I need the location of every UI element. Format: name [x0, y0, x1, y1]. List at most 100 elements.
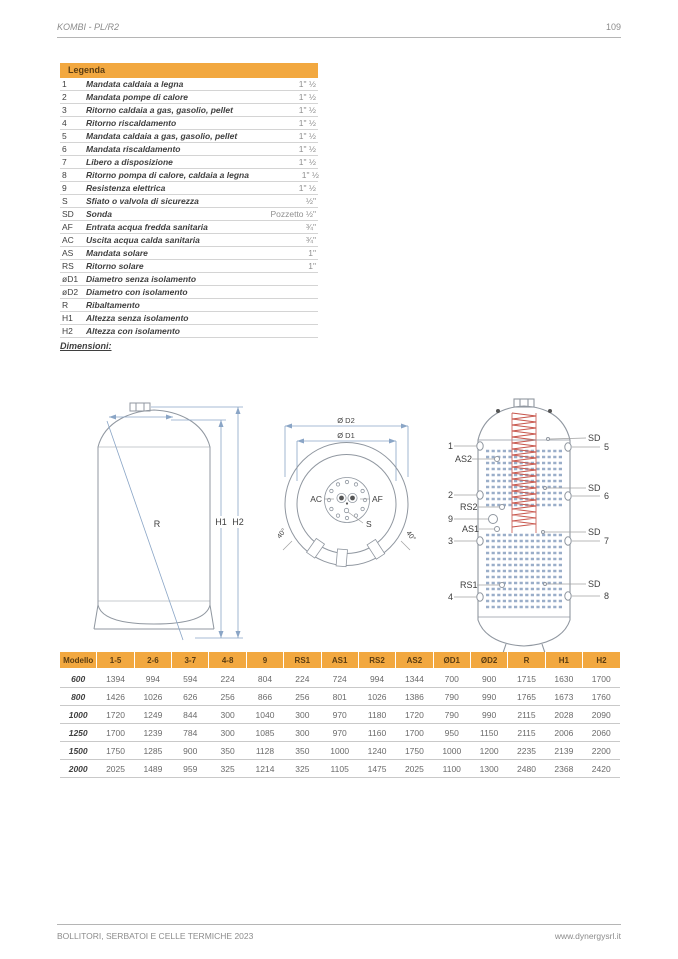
legend-description: Mandata solare — [86, 248, 148, 258]
legend-row: 5 Mandata caldaia a gas, gasolio, pellet… — [60, 130, 318, 143]
spec-value-cell: 804 — [246, 669, 284, 688]
footer-divider — [57, 924, 621, 925]
d1-label: Ø D1 — [337, 431, 355, 440]
spec-model-cell: 600 — [59, 669, 97, 688]
page-footer: BOLLITORI, SERBATOI E CELLE TERMICHE 202… — [57, 931, 621, 941]
legend-size-value: 1" ½ — [298, 131, 316, 141]
spec-table: Modello 1-5 2-6 3-7 4-8 9 RS1 AS1 — [58, 652, 620, 778]
spec-value-cell: 300 — [208, 705, 247, 724]
spec-value-cell: 1300 — [470, 759, 508, 778]
page-header: KOMBI - PL/R2 109 — [57, 22, 621, 32]
ac-label: AC — [310, 494, 322, 504]
spec-value-cell: 224 — [283, 669, 322, 688]
spec-model-cell: 2000 — [59, 759, 97, 778]
legend-code: AF — [62, 222, 73, 232]
legend-row: AC Uscita acqua calda sanitaria ¾" — [60, 234, 318, 247]
spec-header-cell: 3-7 — [171, 652, 209, 670]
angle-left-label: 40° — [278, 527, 288, 540]
legend-row: 3 Ritorno caldaia a gas, gasolio, pellet… — [60, 104, 318, 117]
legend-size-value: ¾" — [305, 222, 316, 232]
legend-code: H2 — [62, 326, 73, 336]
legend-code: øD2 — [62, 287, 79, 297]
spec-row: 1250 1700 1239 784 300 1085 300 — [59, 723, 620, 742]
legend-code: 1 — [62, 79, 67, 89]
spec-value-cell: 784 — [171, 723, 209, 742]
spec-header-cell: RS2 — [357, 652, 396, 670]
legend-description: Ritorno caldaia a gas, gasolio, pellet — [86, 105, 233, 115]
spec-model-cell: 1250 — [59, 723, 97, 742]
spec-value-cell: 1150 — [470, 723, 508, 742]
legend-description: Libero a disposizione — [86, 157, 173, 167]
legend-size-value: 1" ½ — [298, 118, 316, 128]
legend-row: H2 Altezza con isolamento — [60, 325, 318, 338]
spec-header-cell: 4-8 — [208, 652, 247, 670]
footer-website-link[interactable]: www.dynergysrl.it — [554, 931, 621, 941]
tank-outline — [97, 409, 211, 605]
legend-row: 8 Ritorno pompa di calore, caldaia a leg… — [60, 169, 319, 182]
spec-value-cell: 1700 — [395, 723, 434, 742]
legend-code: 7 — [62, 157, 67, 167]
spec-value-cell: 1285 — [134, 741, 172, 760]
spec-value-cell: 1673 — [545, 687, 583, 706]
spec-value-cell: 1720 — [96, 705, 135, 724]
legend-code: AS — [62, 248, 74, 258]
angle-right-label: 40° — [404, 529, 417, 542]
legend-code: S — [62, 196, 68, 206]
legend-code: 9 — [62, 183, 67, 193]
h1-label: H1 — [215, 517, 227, 527]
spec-value-cell: 2368 — [545, 759, 583, 778]
spec-value-cell: 256 — [283, 687, 322, 706]
spec-value-cell: 2115 — [507, 705, 546, 724]
section-label-sd4: SD — [588, 579, 601, 589]
legend-description: Resistenza elettrica — [86, 183, 166, 193]
spec-header-cell: R — [507, 652, 546, 670]
legend-description: Ritorno solare — [86, 261, 144, 271]
legend-row: SD Sonda Pozzetto ½" — [60, 208, 318, 221]
legend-size-value: 1" ½ — [298, 157, 316, 167]
spec-row: 1500 1750 1285 900 350 1128 350 — [59, 741, 620, 760]
legend-row: 6 Mandata riscaldamento 1" ½ — [60, 143, 318, 156]
solar-coil-upper — [486, 449, 562, 507]
s-label: S — [366, 519, 372, 529]
page-number: 109 — [605, 22, 621, 32]
spec-value-cell: 1026 — [358, 687, 396, 706]
section-label-as1: AS1 — [462, 524, 479, 534]
spec-value-cell: 2028 — [545, 705, 583, 724]
legend-description: Diametro senza isolamento — [86, 274, 197, 284]
spec-value-cell: 2235 — [507, 741, 546, 760]
spec-value-cell: 790 — [433, 705, 471, 724]
spec-value-cell: 2025 — [395, 759, 434, 778]
section-label-9: 9 — [448, 514, 453, 524]
spec-value-cell: 700 — [433, 669, 471, 688]
spec-header-cell: 1-5 — [96, 652, 135, 670]
section-label-as2: AS2 — [455, 454, 472, 464]
legend-description: Sonda — [86, 209, 112, 219]
spec-value-cell: 801 — [321, 687, 359, 706]
spec-value-cell: 994 — [358, 669, 396, 688]
spec-value-cell: 350 — [283, 741, 322, 760]
spec-value-cell: 1344 — [395, 669, 434, 688]
legend-code: 8 — [62, 170, 67, 180]
spec-value-cell: 1700 — [582, 669, 620, 688]
spec-value-cell: 1000 — [321, 741, 359, 760]
legend-description: Mandata caldaia a gas, gasolio, pellet — [86, 131, 238, 141]
spec-value-cell: 1489 — [134, 759, 172, 778]
legend-row: AF Entrata acqua fredda sanitaria ¾" — [60, 221, 318, 234]
spec-value-cell: 1760 — [582, 687, 620, 706]
section-label-rs1: RS1 — [460, 580, 478, 590]
spec-header-cell: 2-6 — [133, 652, 172, 670]
spec-value-cell: 990 — [470, 705, 508, 724]
spec-value-cell: 626 — [171, 687, 209, 706]
spec-value-cell: 300 — [283, 723, 322, 742]
spec-header-cell: ØD2 — [469, 652, 508, 670]
spec-model-cell: 800 — [59, 687, 97, 706]
legend-row: 7 Libero a disposizione 1" ½ — [60, 156, 318, 169]
legend-description: Altezza con isolamento — [86, 326, 180, 336]
section-label-sd2: SD — [588, 483, 601, 493]
d2-label: Ø D2 — [337, 416, 355, 425]
legend-size-value: 1" ½ — [298, 105, 316, 115]
legend-title: Legenda — [60, 63, 318, 78]
legend-size-value: 1" ½ — [298, 144, 316, 154]
legend-size-value: 1" ½ — [298, 92, 316, 102]
